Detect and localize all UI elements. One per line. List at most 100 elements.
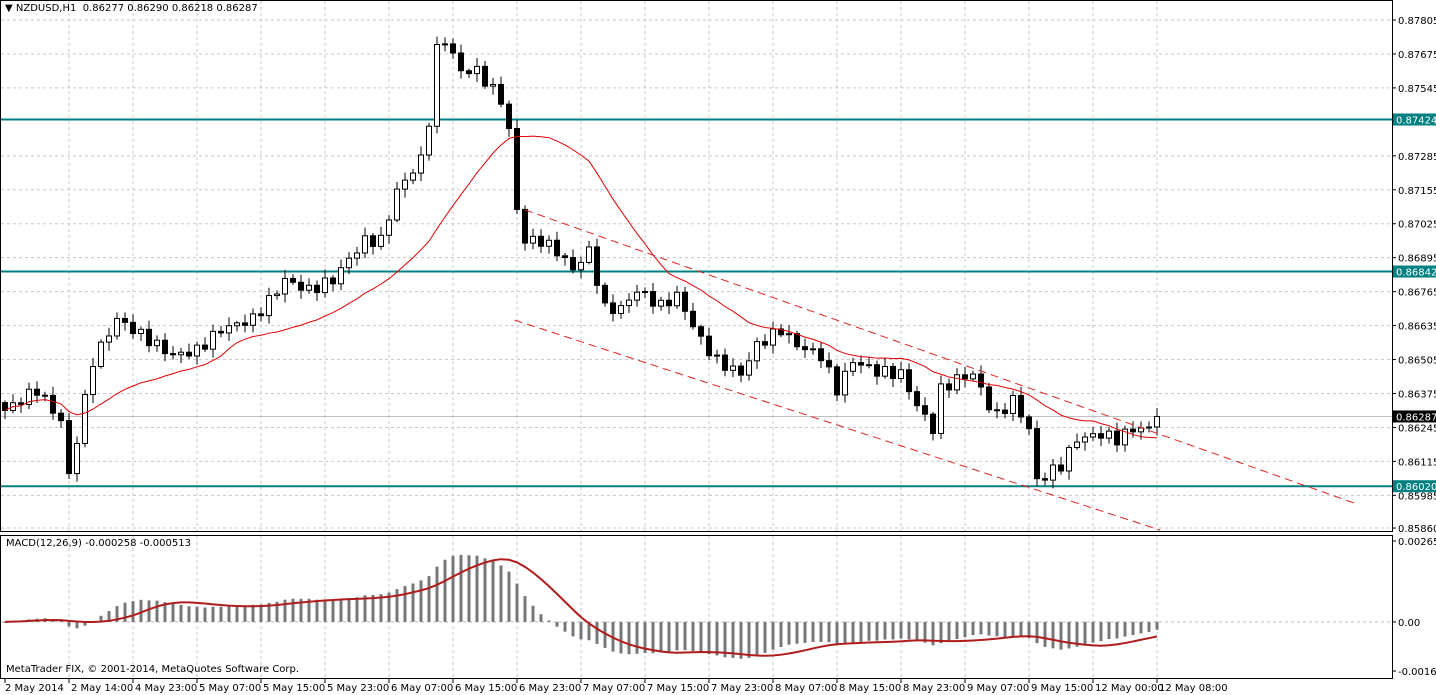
candle-body bbox=[426, 125, 432, 156]
macd-histogram-bar bbox=[379, 594, 383, 622]
candle-body bbox=[626, 299, 632, 307]
candle-body bbox=[1106, 430, 1112, 439]
macd-histogram-bar bbox=[251, 604, 255, 622]
candle bbox=[650, 282, 656, 314]
candle-body bbox=[354, 252, 360, 259]
candle-body bbox=[706, 335, 712, 357]
candle-body bbox=[938, 383, 944, 434]
candle bbox=[442, 37, 448, 52]
candle bbox=[1154, 408, 1160, 436]
macd-histogram-bar bbox=[523, 596, 527, 622]
candle bbox=[194, 341, 200, 365]
candle-body bbox=[1130, 428, 1136, 433]
macd-y-tick-label: -0.001612 bbox=[1398, 667, 1436, 678]
macd-histogram-bar bbox=[211, 606, 215, 622]
macd-histogram-bar bbox=[755, 621, 759, 656]
candle bbox=[394, 182, 400, 223]
candle bbox=[1018, 386, 1024, 424]
candle-body bbox=[698, 326, 704, 337]
candle-body bbox=[986, 386, 992, 411]
macd-histogram-bar bbox=[555, 621, 559, 627]
macd-histogram-bar bbox=[667, 621, 671, 653]
candle-body bbox=[162, 339, 168, 355]
candle bbox=[330, 275, 336, 292]
candle bbox=[658, 296, 664, 311]
candle-body bbox=[130, 321, 136, 335]
candle bbox=[58, 409, 64, 428]
candle bbox=[130, 314, 136, 339]
candle bbox=[802, 338, 808, 358]
candle-body bbox=[898, 369, 904, 379]
macd-panel-frame bbox=[0, 535, 1393, 679]
candle-body bbox=[186, 351, 192, 357]
macd-histogram-bar bbox=[459, 554, 463, 622]
macd-histogram-bar bbox=[187, 606, 191, 622]
current-price-tag bbox=[1393, 410, 1436, 423]
macd-histogram-bar bbox=[547, 620, 551, 622]
macd-histogram-bar bbox=[795, 621, 799, 644]
candle bbox=[170, 346, 176, 360]
macd-histogram-bar bbox=[907, 621, 911, 640]
y-tick-label: 0.85860 bbox=[1398, 524, 1436, 535]
candle bbox=[754, 337, 760, 369]
candle-body bbox=[1018, 394, 1024, 418]
macd-histogram-bar bbox=[67, 621, 71, 627]
candle-body bbox=[586, 246, 592, 263]
level-price-tag bbox=[1393, 480, 1436, 493]
macd-histogram-bar bbox=[779, 621, 783, 648]
candle bbox=[618, 300, 624, 319]
candle bbox=[898, 361, 904, 383]
candle-body bbox=[906, 369, 912, 393]
macd-histogram-bar bbox=[1035, 621, 1039, 644]
candle bbox=[770, 321, 776, 354]
candle bbox=[1034, 420, 1040, 487]
level-price-label: 0.86020 bbox=[1396, 482, 1436, 493]
candle bbox=[746, 352, 752, 381]
collapse-triangle-icon[interactable]: ▼ bbox=[5, 3, 13, 14]
candle bbox=[834, 364, 840, 402]
candle bbox=[578, 256, 584, 279]
candle-body bbox=[218, 330, 224, 334]
x-tick-label: 5 May 15:00 bbox=[263, 683, 325, 694]
macd-histogram-bar bbox=[363, 595, 367, 622]
x-tick-label: 7 May 07:00 bbox=[583, 683, 645, 694]
candle bbox=[362, 227, 368, 259]
macd-histogram-bar bbox=[1139, 621, 1143, 634]
candle bbox=[18, 397, 24, 413]
candle-body bbox=[882, 365, 888, 377]
x-tick-label: 6 May 15:00 bbox=[455, 683, 517, 694]
macd-histogram-bar bbox=[163, 602, 167, 622]
macd-histogram-bar bbox=[1131, 621, 1135, 636]
candle bbox=[914, 386, 920, 412]
y-tick-label: 0.87675 bbox=[1398, 50, 1436, 61]
candle-body bbox=[858, 362, 864, 366]
candle-body bbox=[490, 83, 496, 87]
candle-body bbox=[778, 328, 784, 336]
candle-body bbox=[178, 351, 184, 356]
macd-histogram-bar bbox=[203, 607, 207, 622]
candle bbox=[138, 326, 144, 341]
candle-body bbox=[226, 325, 232, 334]
candle bbox=[234, 320, 240, 332]
macd-histogram-bar bbox=[243, 605, 247, 622]
candle-body bbox=[842, 370, 848, 396]
candle bbox=[962, 366, 968, 388]
macd-histogram-bar bbox=[147, 600, 151, 622]
macd-histogram-bar bbox=[331, 599, 335, 622]
macd-histogram-bar bbox=[627, 621, 631, 655]
macd-histogram-bar bbox=[475, 555, 479, 622]
macd-histogram-bar bbox=[171, 603, 175, 622]
macd-histogram-bar bbox=[955, 621, 959, 640]
macd-histogram-bar bbox=[963, 621, 967, 638]
candle bbox=[314, 280, 320, 301]
macd-histogram-bar bbox=[387, 592, 391, 622]
candle-body bbox=[418, 154, 424, 174]
macd-histogram-bar bbox=[563, 621, 567, 632]
macd-y-tick-label: 0.002657 bbox=[1398, 537, 1436, 548]
macd-histogram-bar bbox=[299, 598, 303, 622]
candle bbox=[242, 314, 248, 333]
candle bbox=[178, 348, 184, 364]
candle-body bbox=[42, 394, 48, 397]
level-price-label: 0.86842 bbox=[1396, 268, 1436, 279]
macd-histogram-bar bbox=[995, 621, 999, 637]
